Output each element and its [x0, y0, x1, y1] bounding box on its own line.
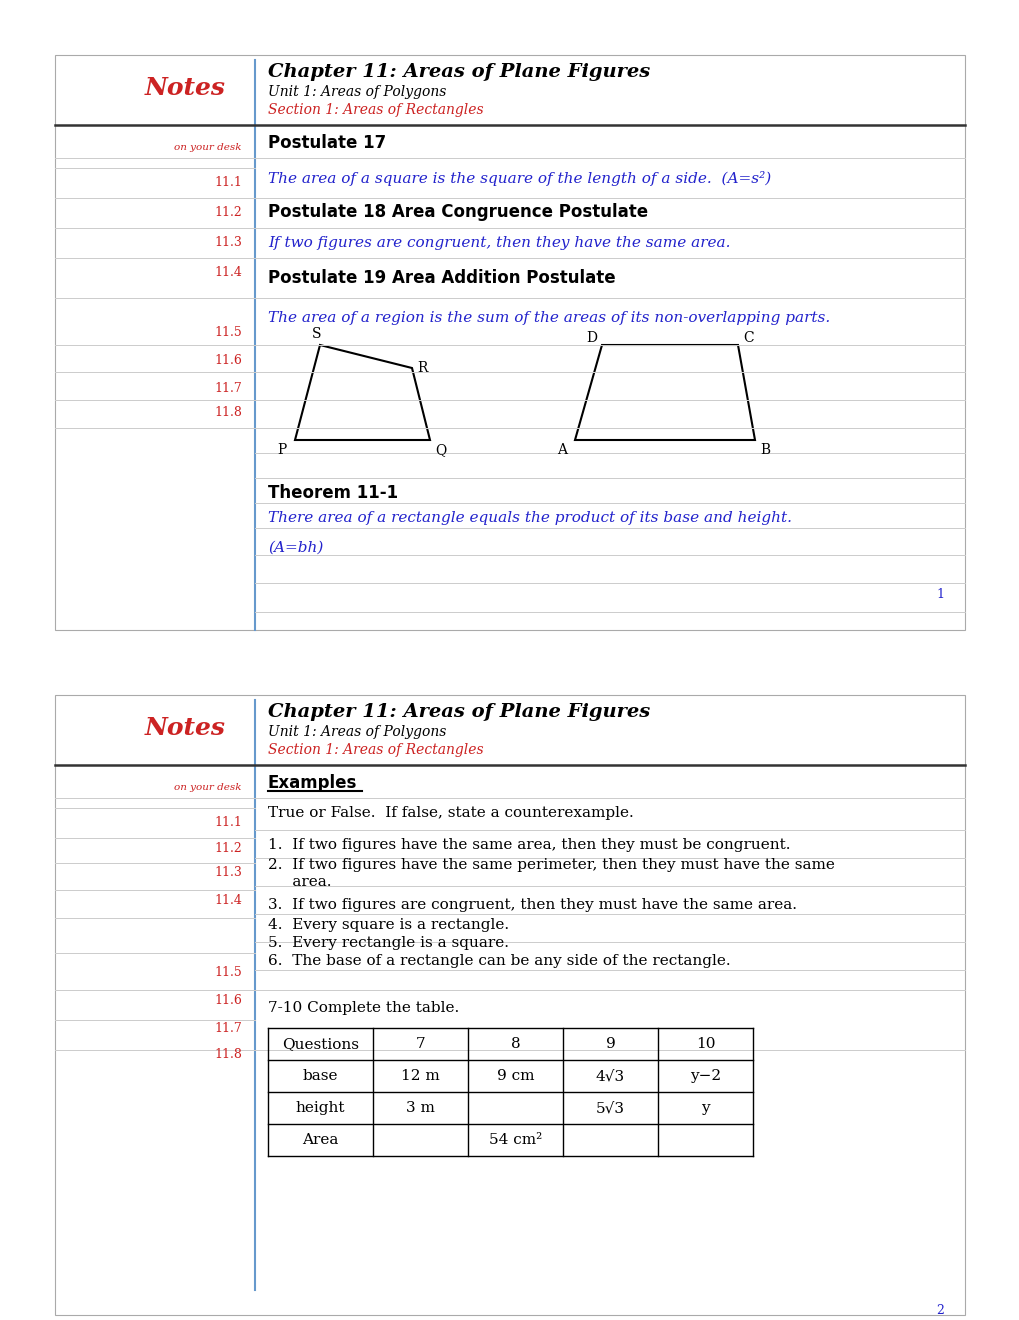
Text: S: S: [312, 327, 321, 341]
Text: (A=bh): (A=bh): [268, 541, 323, 554]
Text: The area of a region is the sum of the areas of its non-overlapping parts.: The area of a region is the sum of the a…: [268, 312, 829, 325]
Text: 11.5: 11.5: [214, 966, 242, 979]
Text: Examples: Examples: [268, 774, 357, 792]
Text: 11.4: 11.4: [214, 267, 242, 280]
Text: R: R: [417, 360, 427, 375]
Text: Unit 1: Areas of Polygons: Unit 1: Areas of Polygons: [268, 84, 446, 99]
Text: Theorem 11-1: Theorem 11-1: [268, 484, 397, 502]
Text: 11.1: 11.1: [214, 177, 242, 190]
Text: Postulate 17: Postulate 17: [268, 135, 386, 152]
Text: area.: area.: [268, 875, 331, 888]
Bar: [55, 696, 964, 1315]
Text: 1.  If two figures have the same area, then they must be congruent.: 1. If two figures have the same area, th…: [268, 838, 790, 851]
Text: 11.3: 11.3: [214, 866, 242, 879]
Text: Postulate 19 Area Addition Postulate: Postulate 19 Area Addition Postulate: [268, 269, 615, 286]
Text: Notes: Notes: [145, 77, 225, 100]
Text: 11.8: 11.8: [214, 407, 242, 420]
Text: 11.2: 11.2: [214, 206, 242, 219]
Text: 6.  The base of a rectangle can be any side of the rectangle.: 6. The base of a rectangle can be any si…: [268, 954, 730, 968]
Text: Unit 1: Areas of Polygons: Unit 1: Areas of Polygons: [268, 725, 446, 739]
Bar: [55, 55, 964, 630]
Text: 7-10 Complete the table.: 7-10 Complete the table.: [268, 1001, 459, 1015]
Text: Questions: Questions: [281, 1038, 359, 1051]
Text: 12 m: 12 m: [400, 1069, 439, 1082]
Text: There area of a rectangle equals the product of its base and height.: There area of a rectangle equals the pro…: [268, 511, 791, 525]
Text: 1: 1: [935, 589, 943, 602]
Text: 11.6: 11.6: [214, 994, 242, 1007]
Text: on your desk: on your desk: [174, 144, 242, 153]
Text: 7: 7: [416, 1038, 425, 1051]
Text: 11.2: 11.2: [214, 842, 242, 854]
Text: 11.4: 11.4: [214, 894, 242, 907]
Text: base: base: [303, 1069, 338, 1082]
Text: 11.8: 11.8: [214, 1048, 242, 1061]
Text: C: C: [742, 331, 753, 345]
Text: 10: 10: [695, 1038, 714, 1051]
Text: 2: 2: [935, 1304, 943, 1316]
Text: 11.7: 11.7: [214, 1022, 242, 1035]
Text: 11.5: 11.5: [214, 326, 242, 339]
Text: 8: 8: [511, 1038, 520, 1051]
Text: P: P: [277, 444, 286, 457]
Text: Section 1: Areas of Rectangles: Section 1: Areas of Rectangles: [268, 743, 483, 756]
Text: 2.  If two figures have the same perimeter, then they must have the same: 2. If two figures have the same perimete…: [268, 858, 835, 873]
Text: Notes: Notes: [145, 715, 225, 741]
Text: 5.  Every rectangle is a square.: 5. Every rectangle is a square.: [268, 936, 508, 950]
Text: height: height: [296, 1101, 344, 1115]
Text: 11.6: 11.6: [214, 355, 242, 367]
Text: D: D: [586, 331, 596, 345]
Text: B: B: [759, 444, 769, 457]
Text: Q: Q: [434, 444, 446, 457]
Text: Chapter 11: Areas of Plane Figures: Chapter 11: Areas of Plane Figures: [268, 704, 650, 721]
Text: 11.1: 11.1: [214, 817, 242, 829]
Text: 9: 9: [605, 1038, 614, 1051]
Text: 54 cm²: 54 cm²: [488, 1133, 541, 1147]
Text: Section 1: Areas of Rectangles: Section 1: Areas of Rectangles: [268, 103, 483, 117]
Text: on your desk: on your desk: [174, 784, 242, 792]
Text: 4√3: 4√3: [595, 1069, 625, 1082]
Text: Area: Area: [302, 1133, 338, 1147]
Text: The area of a square is the square of the length of a side.  (A=s²): The area of a square is the square of th…: [268, 170, 770, 186]
Text: Postulate 18 Area Congruence Postulate: Postulate 18 Area Congruence Postulate: [268, 203, 647, 220]
Text: y−2: y−2: [689, 1069, 720, 1082]
Text: 11.7: 11.7: [214, 381, 242, 395]
Text: 4.  Every square is a rectangle.: 4. Every square is a rectangle.: [268, 917, 508, 932]
Text: If two figures are congruent, then they have the same area.: If two figures are congruent, then they …: [268, 236, 730, 249]
Text: 5√3: 5√3: [595, 1101, 625, 1115]
Text: 11.3: 11.3: [214, 236, 242, 249]
Text: A: A: [556, 444, 567, 457]
Text: 3 m: 3 m: [406, 1101, 434, 1115]
Text: Chapter 11: Areas of Plane Figures: Chapter 11: Areas of Plane Figures: [268, 63, 650, 81]
Text: 3.  If two figures are congruent, then they must have the same area.: 3. If two figures are congruent, then th…: [268, 898, 796, 912]
Text: 9 cm: 9 cm: [496, 1069, 534, 1082]
Text: True or False.  If false, state a counterexample.: True or False. If false, state a counter…: [268, 807, 633, 820]
Text: y: y: [700, 1101, 709, 1115]
